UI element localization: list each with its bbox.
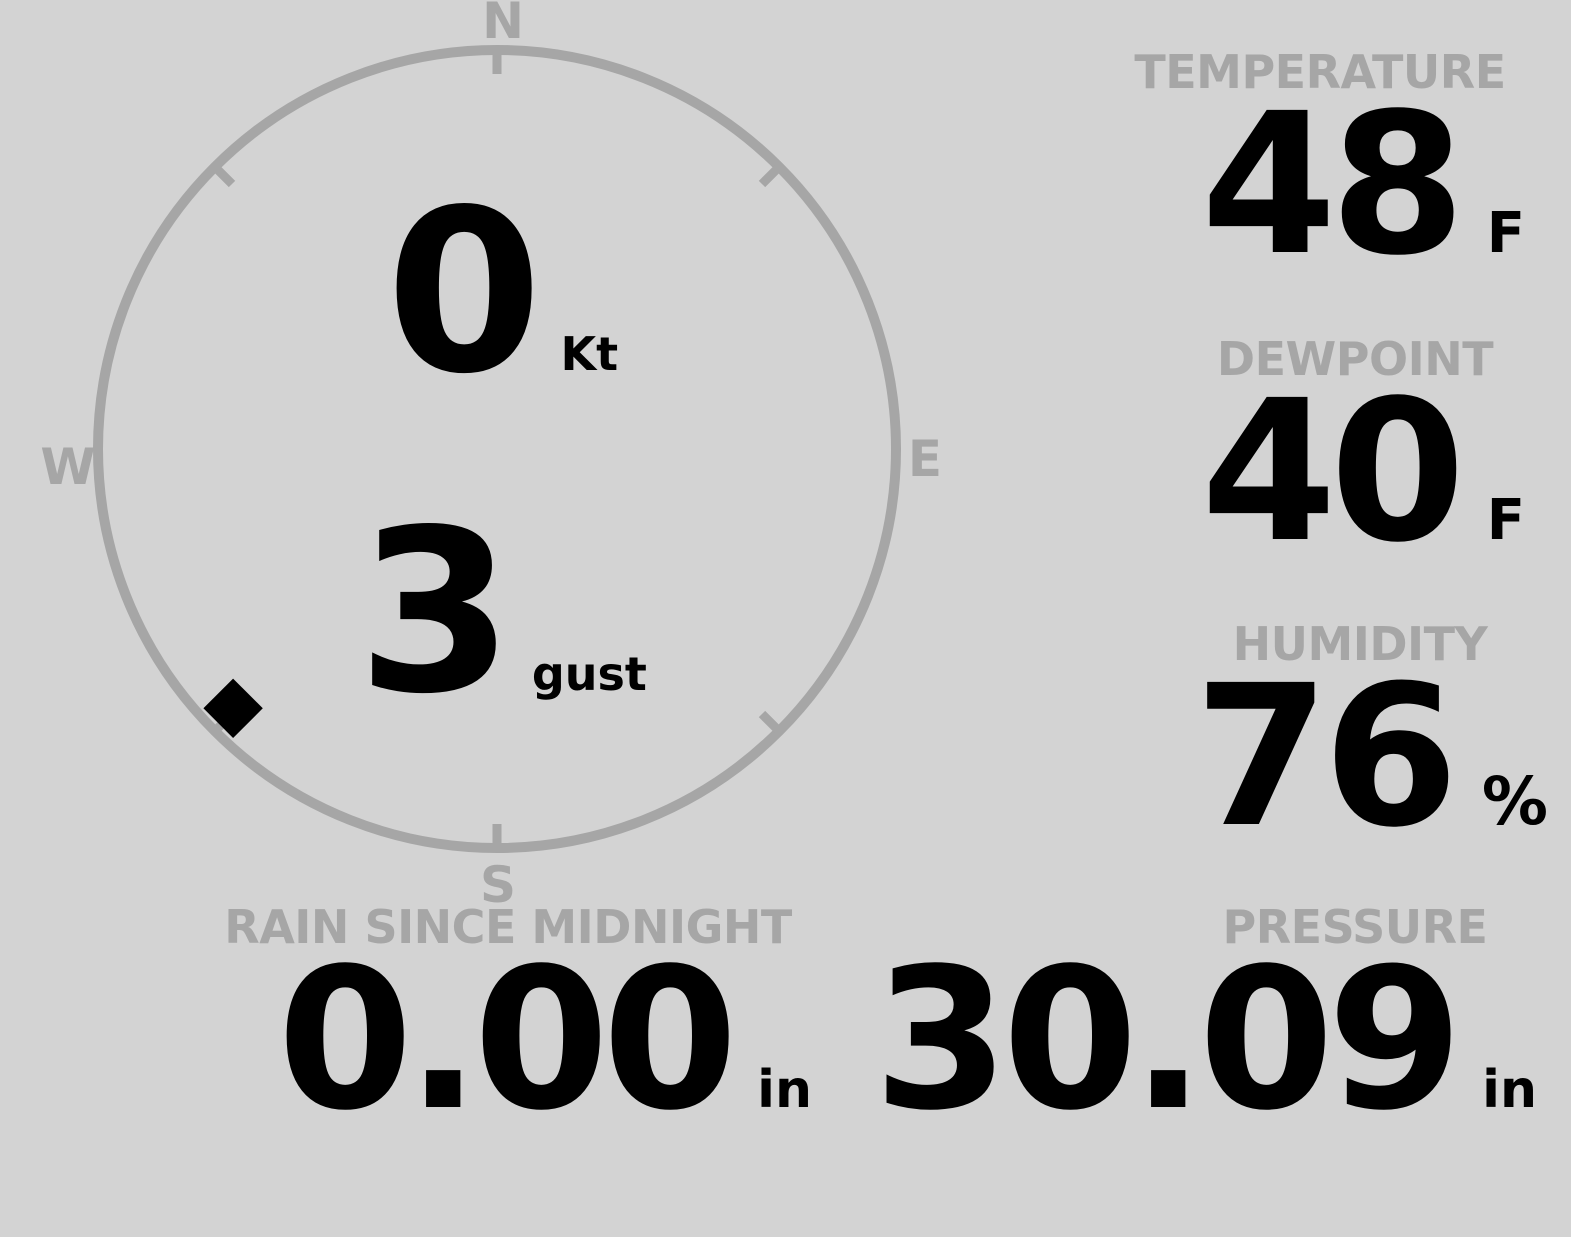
pressure-label: PRESSURE bbox=[1222, 900, 1488, 954]
wind-speed-unit: Kt bbox=[560, 327, 619, 381]
dewpoint-unit: F bbox=[1486, 488, 1525, 553]
compass-ring-svg bbox=[93, 45, 901, 853]
humidity-value-group: 76 % bbox=[1194, 659, 1548, 854]
temperature-unit: F bbox=[1486, 201, 1525, 266]
cardinal-label-west: W bbox=[40, 438, 96, 496]
pressure-unit: in bbox=[1482, 1060, 1537, 1120]
temperature-label: TEMPERATURE bbox=[1134, 45, 1506, 99]
rain-unit: in bbox=[757, 1060, 812, 1120]
pressure-value: 30.09 bbox=[873, 926, 1463, 1153]
wind-gust-value: 3 bbox=[357, 482, 514, 744]
humidity-value: 76 bbox=[1194, 643, 1459, 870]
compass-tick-ne bbox=[758, 163, 783, 188]
pressure-value-group: 30.09 in bbox=[873, 942, 1537, 1137]
temperature-value: 48 bbox=[1201, 71, 1466, 298]
cardinal-label-south: S bbox=[479, 856, 517, 914]
dewpoint-label: DEWPOINT bbox=[1216, 332, 1494, 386]
compass-tick-se bbox=[758, 710, 783, 735]
wind-gust-group: 3 gust bbox=[357, 501, 647, 726]
temperature-value-group: 48 F bbox=[1201, 87, 1525, 282]
rain-label: RAIN SINCE MIDNIGHT bbox=[224, 900, 792, 954]
wind-speed-group: 0 Kt bbox=[386, 181, 618, 406]
compass-tick-nw bbox=[211, 163, 236, 188]
cardinal-label-north: N bbox=[482, 0, 524, 50]
dewpoint-value-group: 40 F bbox=[1201, 374, 1525, 569]
humidity-label: HUMIDITY bbox=[1232, 617, 1488, 671]
rain-value-group: 0.00 in bbox=[277, 942, 812, 1137]
cardinal-label-east: E bbox=[907, 430, 943, 488]
compass-circle bbox=[93, 45, 901, 853]
humidity-unit: % bbox=[1481, 763, 1548, 840]
wind-speed-value: 0 bbox=[385, 162, 543, 424]
dewpoint-value: 40 bbox=[1201, 358, 1466, 585]
rain-value: 0.00 bbox=[277, 926, 738, 1153]
wind-gust-unit: gust bbox=[531, 647, 647, 701]
